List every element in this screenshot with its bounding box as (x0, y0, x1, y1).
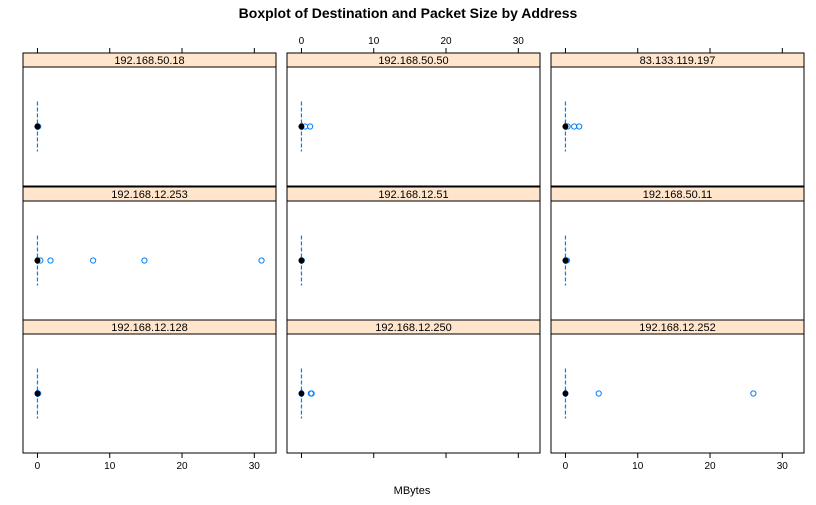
panel-83-133-119-197: 83.133.119.197 (550, 52, 805, 187)
panel-frame (550, 66, 805, 187)
outlier-point (308, 390, 315, 397)
median-point (562, 390, 569, 397)
x-tick-label: 10 (104, 461, 116, 472)
x-tick-label: 20 (440, 36, 452, 47)
x-tick-label: 30 (777, 461, 789, 472)
panel-192-168-50-11: 192.168.50.11 (550, 186, 805, 321)
outlier-point (576, 123, 583, 130)
panel-192-168-12-252: 192.168.12.252 (550, 319, 805, 454)
median-point (298, 123, 305, 130)
panel-strip-label: 192.168.12.128 (111, 322, 187, 334)
outlier-point (307, 123, 314, 130)
median-point (298, 257, 305, 264)
panel-frame (22, 333, 277, 454)
median-point (562, 257, 569, 264)
x-tick-label: 0 (299, 36, 305, 47)
median-point (34, 123, 41, 130)
x-axis-top-col-1: 0 10 20 30 (299, 36, 525, 53)
panel-strip-label: 192.168.50.11 (643, 189, 713, 201)
panel-strip-label: 192.168.12.253 (111, 189, 187, 201)
outlier-point (258, 257, 265, 264)
x-tick-label: 0 (563, 461, 569, 472)
median-point (34, 390, 41, 397)
x-axis-bottom-col-2: 0 10 20 30 (563, 453, 789, 472)
chart-title: Boxplot of Destination and Packet Size b… (239, 5, 578, 21)
outlier-point (595, 390, 602, 397)
panel-frame (286, 333, 541, 454)
x-tick-label: 10 (632, 461, 644, 472)
median-point (298, 390, 305, 397)
panel-192-168-12-250: 192.168.12.250 (286, 319, 541, 454)
outlier-point (571, 123, 578, 130)
x-axis-bottom-col-0: 0 10 20 30 (35, 453, 261, 472)
panel-grid: 192.168.50.18 192.168.50.50 83.133.119.197… (22, 52, 805, 454)
x-tick-label: 20 (176, 461, 188, 472)
panel-strip-label: 83.133.119.197 (640, 55, 716, 67)
x-tick-label: 10 (368, 36, 380, 47)
panel-192-168-50-18: 192.168.50.18 (22, 52, 277, 187)
panel-frame (550, 200, 805, 321)
panel-frame (286, 66, 541, 187)
panel-192-168-12-128: 192.168.12.128 (22, 319, 277, 454)
outlier-point (141, 257, 148, 264)
x-tick-label: 30 (513, 36, 525, 47)
panel-192-168-50-50: 192.168.50.50 (286, 52, 541, 187)
outlier-point (750, 390, 757, 397)
panel-strip-label: 192.168.50.18 (114, 55, 184, 67)
median-point (34, 257, 41, 264)
x-tick-label: 0 (35, 461, 41, 472)
panel-strip-label: 192.168.50.50 (378, 55, 448, 67)
panel-frame (22, 66, 277, 187)
panel-frame (22, 200, 277, 321)
panel-strip-label: 192.168.12.250 (375, 322, 451, 334)
panel-strip-label: 192.168.12.252 (639, 322, 715, 334)
outlier-point (47, 257, 54, 264)
panel-frame (550, 333, 805, 454)
panel-192-168-12-51: 192.168.12.51 (286, 186, 541, 321)
x-tick-label: 20 (704, 461, 716, 472)
x-axis-label: MBytes (394, 485, 431, 497)
axes: 0 10 20 30 0 10 20 30 0 10 20 30 (35, 36, 789, 472)
outlier-point (90, 257, 97, 264)
x-tick-label: 30 (249, 461, 261, 472)
panel-192-168-12-253: 192.168.12.253 (22, 186, 277, 321)
median-point (562, 123, 569, 130)
panel-strip-label: 192.168.12.51 (378, 189, 448, 201)
panel-frame (286, 200, 541, 321)
